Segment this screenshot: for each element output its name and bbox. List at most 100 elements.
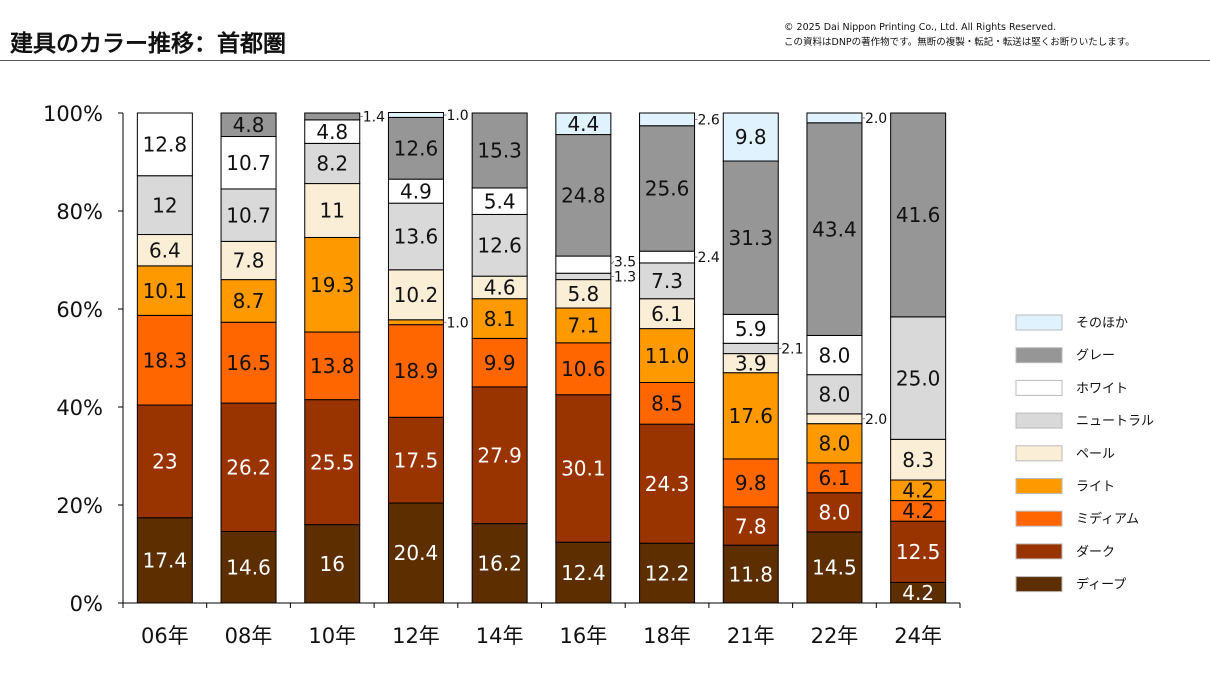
bar-segment xyxy=(639,423,696,544)
data-label: 2.0 xyxy=(865,412,887,428)
bar-segment xyxy=(806,374,863,415)
data-label: 10.7 xyxy=(226,151,271,175)
data-label: 8.1 xyxy=(484,307,516,331)
data-label: 9.8 xyxy=(735,125,767,149)
legend-label: ホワイト xyxy=(1076,381,1128,396)
legend-swatch xyxy=(1015,478,1063,494)
legend-label: ダーク xyxy=(1076,545,1115,560)
x-tick-label: 22年 xyxy=(811,624,859,648)
data-label: 18.3 xyxy=(143,348,188,372)
y-tick-label: 60% xyxy=(56,298,103,322)
y-tick-label: 80% xyxy=(56,200,103,224)
header-divider xyxy=(0,60,1210,61)
bar-segment xyxy=(471,523,528,604)
bar-segment xyxy=(387,502,444,604)
leader-line xyxy=(610,261,615,265)
data-label: 18.9 xyxy=(394,359,439,383)
bar-segment xyxy=(136,175,193,236)
data-label: 8.0 xyxy=(819,431,851,455)
data-label: 8.3 xyxy=(902,448,934,472)
legend-label: ペール xyxy=(1076,447,1115,462)
y-tick-label: 0% xyxy=(70,592,103,616)
y-tick-label: 20% xyxy=(56,494,103,518)
data-label: 14.5 xyxy=(812,556,857,580)
bar-segment xyxy=(555,134,612,257)
data-label: 2.6 xyxy=(698,112,720,128)
bar-segment xyxy=(722,342,779,355)
data-label: 19.3 xyxy=(310,273,355,297)
bar-segment xyxy=(806,531,863,604)
data-label: 3.5 xyxy=(614,254,636,270)
data-label: 23 xyxy=(152,450,177,474)
bar-segment xyxy=(136,314,193,406)
bar-segment xyxy=(890,438,947,481)
data-label: 17.4 xyxy=(143,549,188,573)
bar-segment xyxy=(220,112,277,138)
data-label: 2.0 xyxy=(865,111,887,127)
bar-segment xyxy=(471,112,528,189)
data-label: 25.6 xyxy=(645,177,690,201)
data-label: 13.6 xyxy=(394,225,439,249)
data-label: 5.9 xyxy=(735,317,767,341)
data-label: 14.6 xyxy=(226,555,271,579)
x-tick-label: 08年 xyxy=(225,624,273,648)
data-label: 8.0 xyxy=(819,343,851,367)
data-label: 4.8 xyxy=(316,120,348,144)
x-tick-label: 24年 xyxy=(894,624,942,648)
legend-swatch xyxy=(1015,347,1063,364)
x-tick-label: 10年 xyxy=(308,624,356,648)
x-tick-label: 18年 xyxy=(643,624,691,648)
data-label: 5.8 xyxy=(567,282,599,306)
data-label: 41.6 xyxy=(896,203,941,227)
bar-segment xyxy=(555,342,612,396)
bar-segment xyxy=(555,394,612,543)
x-tick-label: 21年 xyxy=(727,624,775,648)
data-label: 12 xyxy=(152,193,177,217)
bar-segment xyxy=(136,265,193,316)
data-label: 8.5 xyxy=(651,392,683,416)
bar-segment xyxy=(220,321,277,404)
bar-segment xyxy=(136,234,193,267)
x-tick-label: 12年 xyxy=(392,624,440,648)
data-label: 31.3 xyxy=(728,226,773,250)
data-label: 7.3 xyxy=(651,269,683,293)
bar-segment xyxy=(639,125,696,252)
bar-segment xyxy=(387,112,444,118)
data-label: 11.8 xyxy=(728,562,773,586)
legend-swatch xyxy=(1015,314,1063,331)
data-label: 8.2 xyxy=(316,152,348,176)
data-label: 12.2 xyxy=(645,561,690,585)
data-label: 9.8 xyxy=(735,471,767,495)
bar-segment xyxy=(136,517,193,604)
bar-segment xyxy=(471,386,528,525)
bar-segment xyxy=(806,122,863,336)
data-label: 11 xyxy=(320,199,345,223)
data-label: 4.6 xyxy=(484,276,516,300)
data-label: 7.8 xyxy=(233,249,265,273)
bar-segment xyxy=(220,530,277,604)
bar-segment xyxy=(722,544,779,604)
data-label: 12.4 xyxy=(561,561,606,585)
page-title: 建具のカラー推移：首都圏 xyxy=(10,31,286,57)
data-label: 10.6 xyxy=(561,357,606,381)
legend-label: グレー xyxy=(1076,349,1115,364)
data-label: 17.6 xyxy=(728,404,773,428)
bar-segment xyxy=(555,279,612,309)
data-label: 25.5 xyxy=(310,450,355,474)
data-label: 7.1 xyxy=(567,314,599,338)
legend-label: そのほか xyxy=(1076,316,1128,331)
data-label: 1.3 xyxy=(614,269,636,285)
y-tick-label: 100% xyxy=(43,102,103,126)
legend-swatch xyxy=(1015,576,1063,593)
bar-segment xyxy=(220,402,277,532)
bar-segment xyxy=(471,213,528,277)
bar-segment xyxy=(722,372,779,460)
bar-segment xyxy=(304,142,361,185)
bar-segment xyxy=(555,272,612,281)
data-label: 4.2 xyxy=(902,479,934,503)
bar-segment xyxy=(639,262,696,300)
data-label: 4.2 xyxy=(902,499,934,523)
bar-segment xyxy=(806,492,863,533)
